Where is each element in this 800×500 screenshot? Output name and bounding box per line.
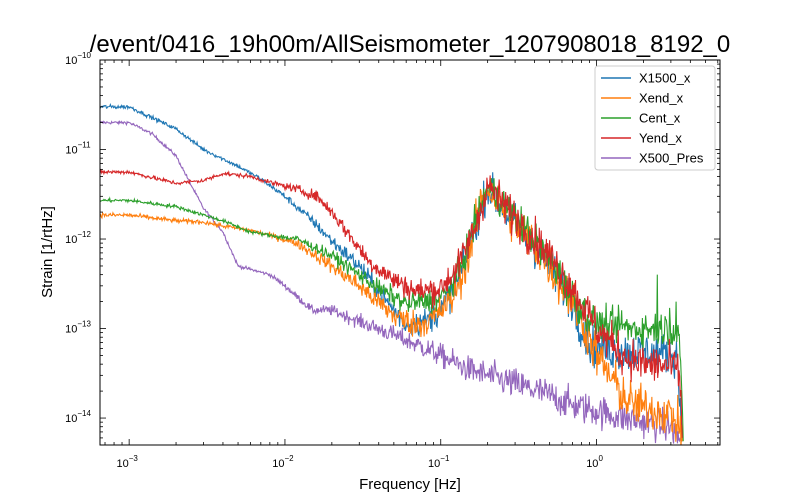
legend-box <box>594 65 716 171</box>
x-axis-label: Frequency [Hz] <box>359 476 461 493</box>
y-tick-label: 10−10 <box>65 51 91 67</box>
series-line-cent-x <box>100 178 684 442</box>
chart-title: /event/0416_19h00m/AllSeismometer_120790… <box>90 31 731 58</box>
x-tick-label: 10−3 <box>116 454 138 470</box>
y-tick-label: 10−11 <box>65 141 91 157</box>
series-line-x500-pres <box>100 120 682 444</box>
legend-label: Cent_x <box>639 111 681 126</box>
legend: X1500_x Xend_x Cent_x Yend_x X500_Pres <box>594 65 716 171</box>
y-axis-label: Strain [1/rtHz] <box>39 206 56 298</box>
x-tick-label: 10−2 <box>272 454 294 470</box>
legend-label: X1500_x <box>639 71 691 86</box>
series-layer <box>100 103 684 445</box>
series-line-xend-x <box>100 183 683 445</box>
y-tick-label: 10−12 <box>65 230 91 246</box>
x-tick-label: 10−1 <box>428 454 450 470</box>
y-tick-label: 10−14 <box>65 409 91 425</box>
axis-ticks: 10−3 10−2 10−1 100 10−10 10−11 10−12 10−13 10−14 <box>65 51 720 470</box>
x-tick-label: 100 <box>586 454 603 470</box>
legend-label: Xend_x <box>639 91 684 106</box>
y-tick-label: 10−13 <box>65 320 91 336</box>
series-line-yend-x <box>100 168 683 438</box>
legend-label: X500_Pres <box>639 151 704 166</box>
legend-label: Yend_x <box>639 131 682 146</box>
